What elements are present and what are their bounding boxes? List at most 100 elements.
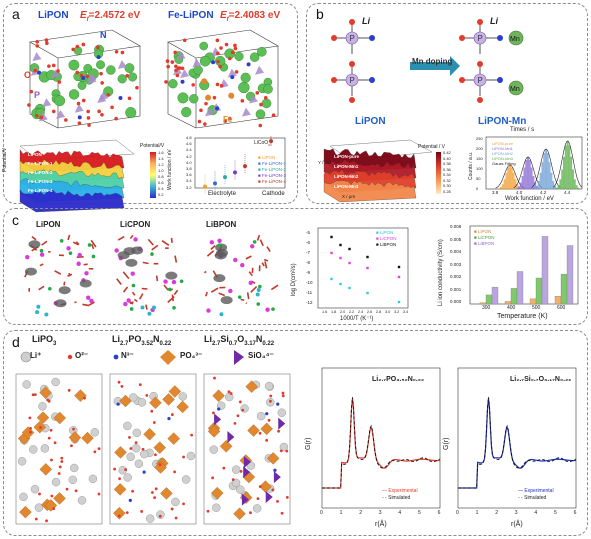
colorbar-tick: 0.30 (443, 183, 451, 188)
po4-tetrahedron (227, 68, 237, 78)
surface-ylabel: Y / μm (318, 160, 332, 165)
hist-bar (507, 167, 510, 189)
charge-density (58, 286, 71, 295)
bond (129, 301, 134, 305)
legend-n: N³⁻ (121, 351, 134, 360)
bar (491, 286, 499, 305)
panel-a-surface-zlabel: Potential/V (2, 147, 8, 172)
li-atom (240, 262, 245, 268)
li-ion (51, 477, 61, 487)
o-ion (60, 460, 64, 463)
struct-title-lipon: LiPON (36, 220, 61, 229)
gr2-title: Li₂.₇Si₀.₇O₃.₁₇N₀.₂₂ (510, 376, 572, 383)
bond (240, 298, 245, 301)
surface-layer-label: Fe-LiPON-3 (28, 179, 53, 184)
surface-layer-label: LiPON-Mn1 (334, 164, 359, 169)
n-atom (81, 75, 86, 80)
charge-density (214, 251, 227, 260)
gr-xtick: 5 (554, 510, 557, 516)
surface-xlabel: X / μm (342, 194, 356, 199)
li-ion (132, 428, 142, 438)
o-ion (60, 456, 64, 460)
n-atom (252, 240, 257, 244)
o-atom (228, 116, 232, 121)
felipon-structure-image (164, 29, 279, 129)
li-ion (51, 377, 60, 387)
o-ion (125, 511, 129, 515)
po4-tetrahedron (162, 393, 175, 406)
bond (250, 285, 258, 293)
wf-ylabel: Work function / eV (167, 149, 173, 190)
po4-tetrahedron (149, 396, 162, 409)
li-ion (70, 463, 79, 473)
sio4-tetrahedron (243, 466, 251, 479)
hist-bar (559, 179, 562, 189)
o-ion (222, 466, 226, 470)
n-atom (87, 243, 92, 247)
bond (88, 301, 95, 306)
n-atom (172, 305, 176, 310)
o-ion (211, 476, 215, 480)
c-atom (35, 310, 40, 315)
bond (246, 292, 250, 300)
arr-point (348, 247, 351, 251)
legend-li: Li⁺ (30, 351, 42, 360)
n-ion (128, 498, 132, 502)
colorbar-tick: 0.34 (443, 172, 451, 177)
bond (67, 273, 73, 277)
li-ion (19, 492, 28, 502)
o-atom (219, 46, 223, 50)
hist-xtick: 4.4 (564, 190, 571, 195)
o-atom (75, 44, 80, 49)
po4-tetrahedron (245, 380, 258, 393)
o-ion (97, 492, 101, 496)
li-atom (163, 279, 168, 284)
po4-tetrahedron (241, 107, 251, 117)
gr-xtick: 0 (320, 510, 323, 516)
n-atom (258, 284, 262, 289)
n-atom (48, 286, 52, 291)
bar-ytick: 0.005 (450, 236, 462, 242)
gr2-ylabel: G(r) (443, 437, 450, 450)
gr-xtick: 3 (378, 510, 382, 516)
li-atom (130, 271, 135, 276)
hist-bar (577, 187, 580, 189)
struct-title-licpon: LiCPON (120, 220, 151, 229)
hist-bar (530, 167, 533, 189)
po4-tetrahedron (53, 411, 66, 425)
po4-tetrahedron (259, 480, 272, 493)
colorbar-tick: 0.6 (158, 180, 164, 185)
legend-po4: PO₄³⁻ (180, 351, 203, 360)
o-ion (31, 393, 35, 397)
o-atom (33, 68, 37, 73)
arr-point (330, 251, 333, 255)
bond (210, 287, 219, 293)
arr-ytick: -5 (306, 230, 311, 235)
o-ion (124, 468, 127, 472)
arr-point (339, 256, 342, 260)
c-atom (36, 304, 41, 309)
n-atom (179, 279, 184, 284)
o-ion (241, 408, 245, 412)
hist-legend-item: Gauss Fitting (492, 161, 516, 166)
colorbar-tick: 0.4 (158, 186, 164, 191)
o-ion (97, 447, 101, 451)
o-atom (165, 59, 170, 63)
li-ion (240, 404, 249, 413)
bar-xtick: 600 (557, 305, 566, 311)
o-atom (227, 56, 232, 61)
o-ion (46, 398, 50, 402)
o-ion (182, 502, 185, 506)
surface-layer-label: Fe-LiPON-4 (28, 188, 53, 193)
po4-tetrahedron (160, 487, 173, 500)
panel-a-colorbar (150, 152, 156, 198)
o-atom (86, 116, 91, 120)
c-atom (147, 311, 152, 316)
surface-layer-label: LiPON-Mn2 (334, 174, 359, 179)
bond (122, 286, 129, 293)
o-ion (280, 511, 284, 515)
n-atom (39, 248, 44, 253)
bond (171, 294, 175, 302)
po4-tetrahedron (205, 107, 215, 117)
sio4-tetrahedron (278, 417, 286, 430)
